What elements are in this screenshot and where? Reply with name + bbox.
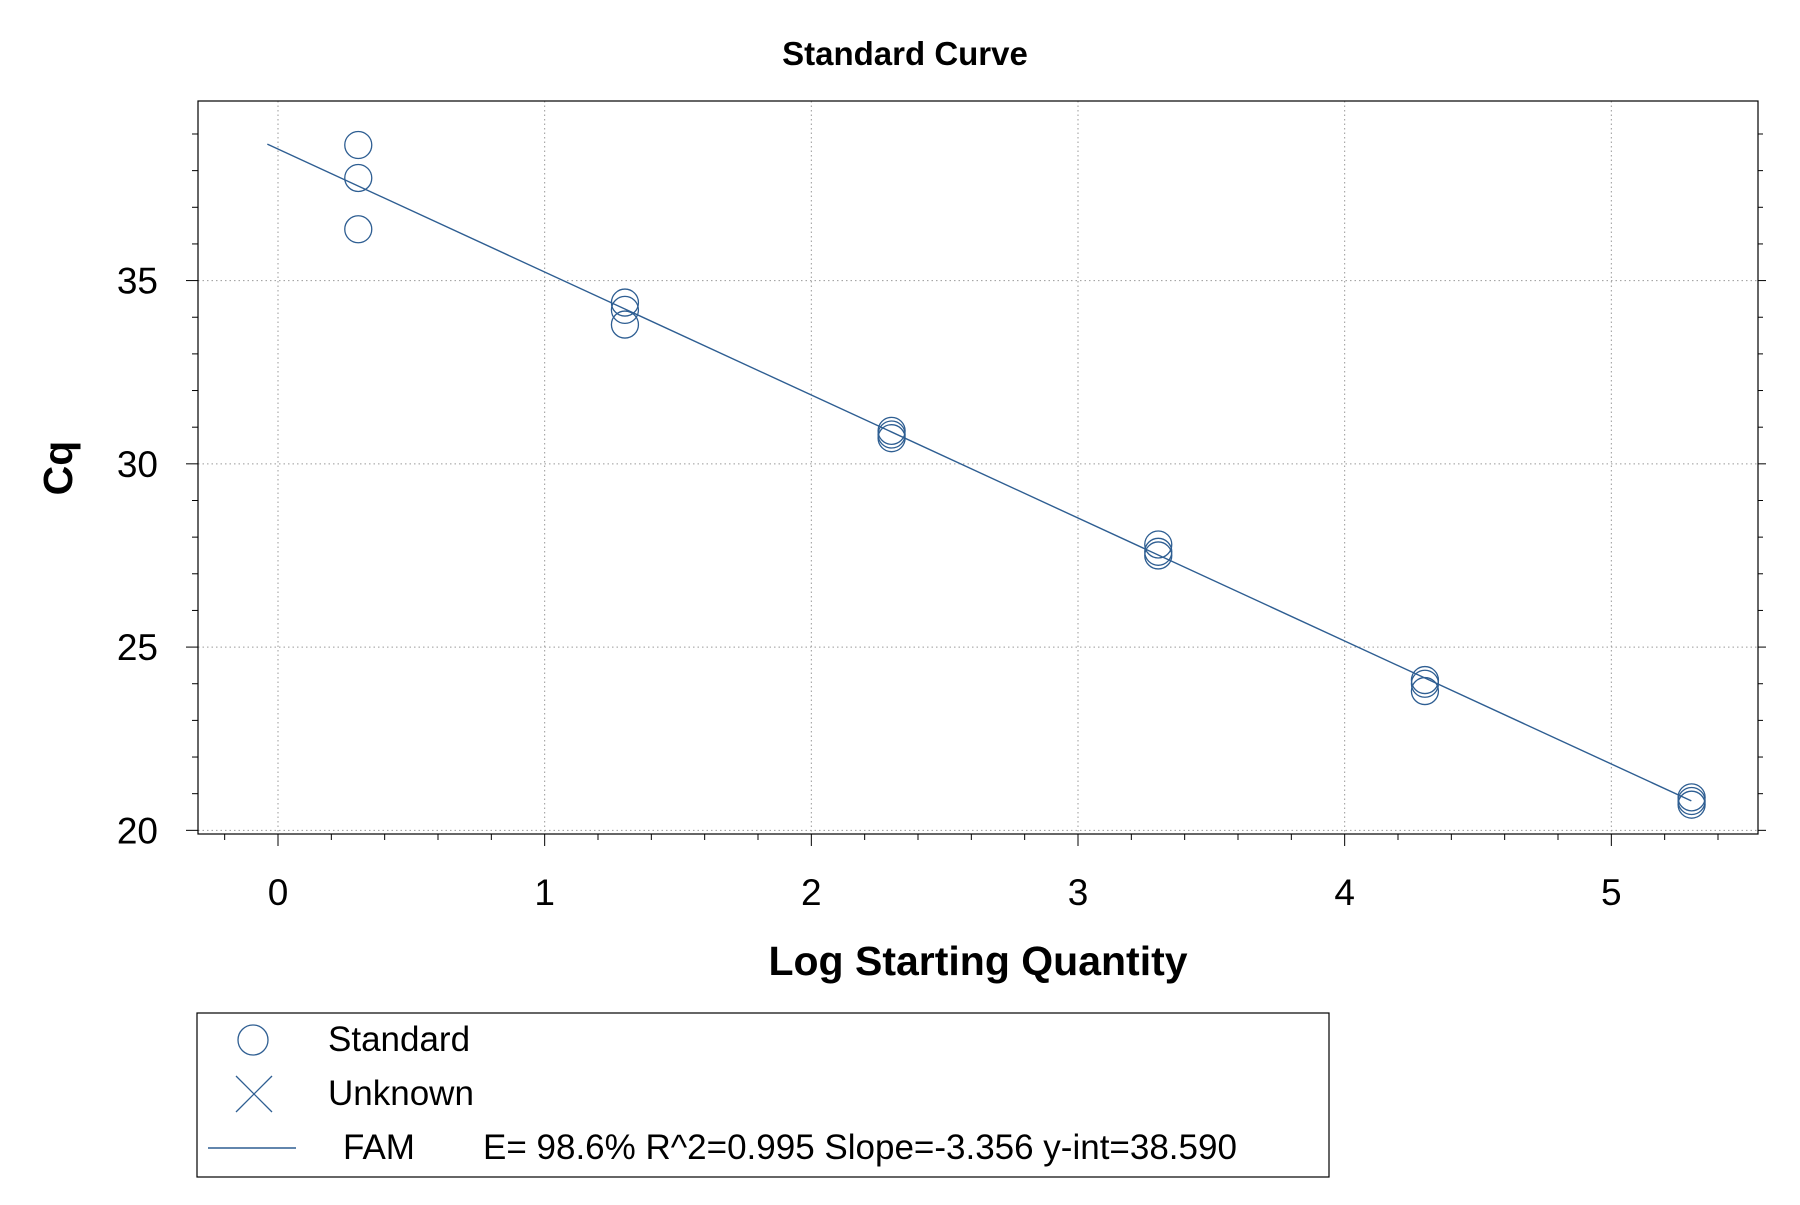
standard-point bbox=[1410, 669, 1440, 698]
legend: Standard Unknown FAM E= 98.6% R^2=0.995 … bbox=[196, 1012, 1330, 1178]
standard-point bbox=[877, 424, 906, 453]
standard-point bbox=[344, 163, 373, 193]
y-tick-labels: 20 25 30 35 bbox=[117, 261, 158, 852]
y-tick-label: 35 bbox=[117, 261, 158, 302]
data-points bbox=[344, 130, 1706, 819]
y-tick-label: 30 bbox=[117, 444, 158, 485]
x-tick-label: 5 bbox=[1601, 872, 1622, 913]
legend-box bbox=[196, 1012, 1330, 1178]
standard-point bbox=[1144, 530, 1173, 559]
chart-title: Standard Curve bbox=[782, 35, 1028, 72]
standard-point bbox=[1144, 541, 1173, 570]
x-tick-label: 0 bbox=[268, 872, 289, 913]
standard-point bbox=[1677, 790, 1706, 819]
x-tick-label: 3 bbox=[1068, 872, 1089, 913]
x-tick-label: 1 bbox=[534, 872, 555, 913]
fit-line bbox=[267, 143, 1692, 802]
legend-standard-marker-icon bbox=[237, 1024, 269, 1056]
legend-unknown-marker-icon bbox=[235, 1075, 273, 1113]
standard-point bbox=[344, 130, 373, 160]
grid-lines bbox=[198, 101, 1758, 834]
legend-standard-label: Standard bbox=[328, 1020, 470, 1059]
x-tick-label: 2 bbox=[801, 872, 822, 913]
standard-point bbox=[610, 295, 640, 325]
x-axis-label: Log Starting Quantity bbox=[768, 938, 1187, 984]
y-tick-label: 25 bbox=[117, 627, 158, 668]
standard-point bbox=[344, 215, 373, 244]
legend-unknown-label: Unknown bbox=[328, 1074, 474, 1113]
y-axis-label: Cq bbox=[35, 441, 81, 496]
standard-point bbox=[1410, 676, 1440, 706]
x-tick-labels: 0 1 2 3 4 5 bbox=[268, 872, 1622, 913]
legend-fam-stats: E= 98.6% R^2=0.995 Slope=-3.356 y-int=38… bbox=[483, 1128, 1237, 1167]
axis-ticks bbox=[186, 133, 1766, 846]
plot-area-frame bbox=[197, 100, 1759, 835]
legend-fam-label: FAM bbox=[343, 1128, 415, 1167]
y-tick-label: 20 bbox=[117, 810, 158, 851]
standard-point bbox=[610, 288, 640, 317]
standard-point bbox=[610, 310, 640, 339]
x-tick-label: 4 bbox=[1334, 872, 1355, 913]
fit-line-layer bbox=[267, 143, 1692, 802]
